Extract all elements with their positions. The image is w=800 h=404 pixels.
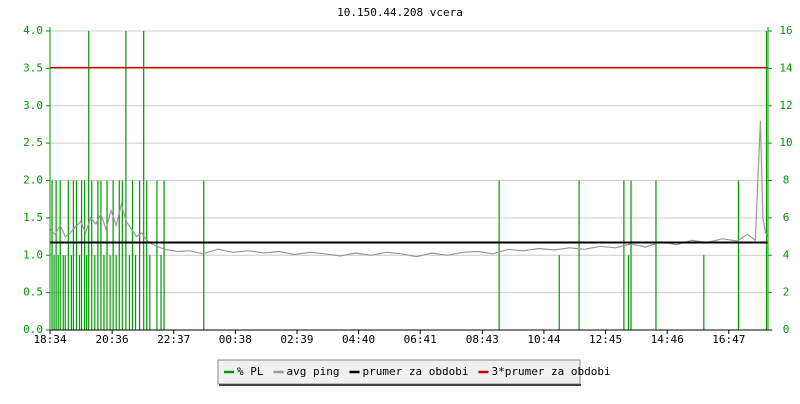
y-tick-label: 1.0 xyxy=(23,248,43,261)
x-tick-label: 12:45 xyxy=(589,333,622,346)
y2-tick-label: 4 xyxy=(783,248,790,261)
x-tick-label: 02:39 xyxy=(280,333,313,346)
y-tick-label: 3.0 xyxy=(23,99,43,112)
y-tick-label: 3.5 xyxy=(23,61,43,74)
legend-label: 3*prumer za obdobi xyxy=(491,365,610,378)
x-tick-label: 00:38 xyxy=(219,333,252,346)
y2-tick-label: 2 xyxy=(783,286,790,299)
x-tick-label: 10:44 xyxy=(527,333,560,346)
x-tick-label: 06:41 xyxy=(404,333,437,346)
y-tick-label: 2.0 xyxy=(23,174,43,187)
x-tick-label: 14:46 xyxy=(651,333,684,346)
y-tick-label: 4.0 xyxy=(23,24,43,37)
x-tick-label: 04:40 xyxy=(342,333,375,346)
y2-tick-label: 6 xyxy=(783,211,790,224)
x-tick-label: 20:36 xyxy=(96,333,129,346)
y2-tick-label: 0 xyxy=(783,323,790,336)
y2-tick-label: 10 xyxy=(779,136,792,149)
y-tick-label: 0.5 xyxy=(23,286,43,299)
x-tick-label: 16:47 xyxy=(712,333,745,346)
legend-label: prumer za obdobi xyxy=(362,365,468,378)
chart-title: 10.150.44.208 vcera xyxy=(337,6,463,19)
legend-label: % PL xyxy=(237,365,264,378)
legend-label: avg ping xyxy=(287,365,340,378)
y2-tick-label: 14 xyxy=(779,61,793,74)
y2-tick-label: 8 xyxy=(783,174,790,187)
x-tick-label: 18:34 xyxy=(33,333,66,346)
y2-tick-label: 16 xyxy=(779,24,792,37)
x-tick-label: 08:43 xyxy=(466,333,499,346)
y-tick-label: 2.5 xyxy=(23,136,43,149)
y-tick-label: 1.5 xyxy=(23,211,43,224)
x-tick-label: 22:37 xyxy=(157,333,190,346)
y-tick-label: 0.0 xyxy=(23,323,43,336)
y2-tick-label: 12 xyxy=(779,99,792,112)
